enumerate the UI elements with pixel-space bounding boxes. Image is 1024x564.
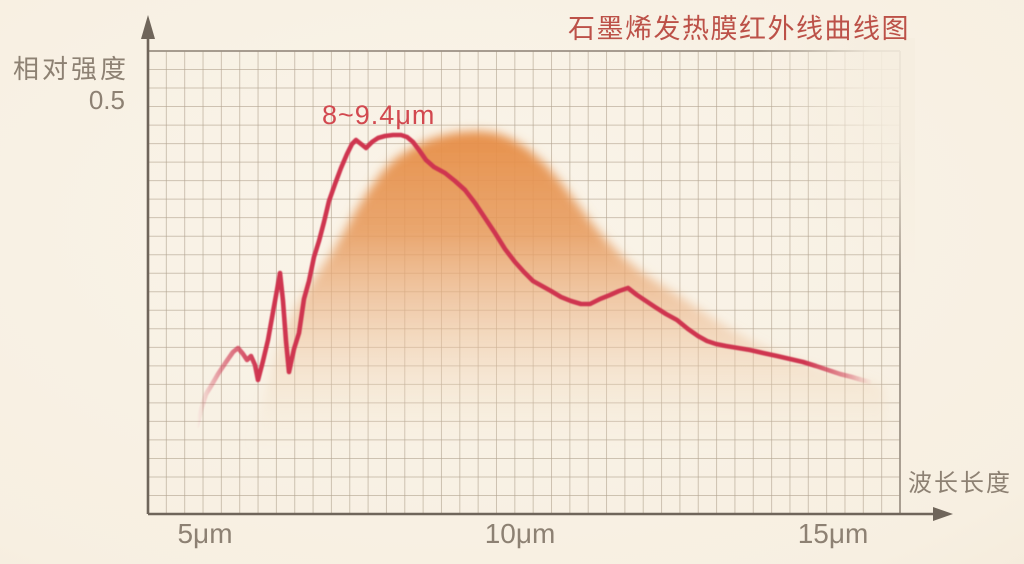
peak-range-annotation: 8~9.4μm: [322, 100, 436, 130]
corner-fade-overlay: [690, 38, 915, 273]
x-tick-10um: 10μm: [484, 518, 556, 549]
x-axis-label: 波长长度: [908, 470, 1012, 497]
emission-envelope-area: [252, 131, 890, 448]
chart-title: 石墨烯发热膜红外线曲线图: [568, 14, 910, 44]
x-tick-15um: 15μm: [797, 518, 869, 549]
axes: [141, 15, 953, 521]
y-axis-label: 相对强度: [13, 54, 130, 84]
x-tick-5um: 5μm: [177, 518, 233, 549]
y-axis-arrow-icon: [141, 15, 155, 39]
x-axis-arrow-icon: [933, 507, 953, 521]
y-axis-tick-value: 0.5: [88, 85, 125, 115]
spectrum-curve: [194, 132, 873, 429]
